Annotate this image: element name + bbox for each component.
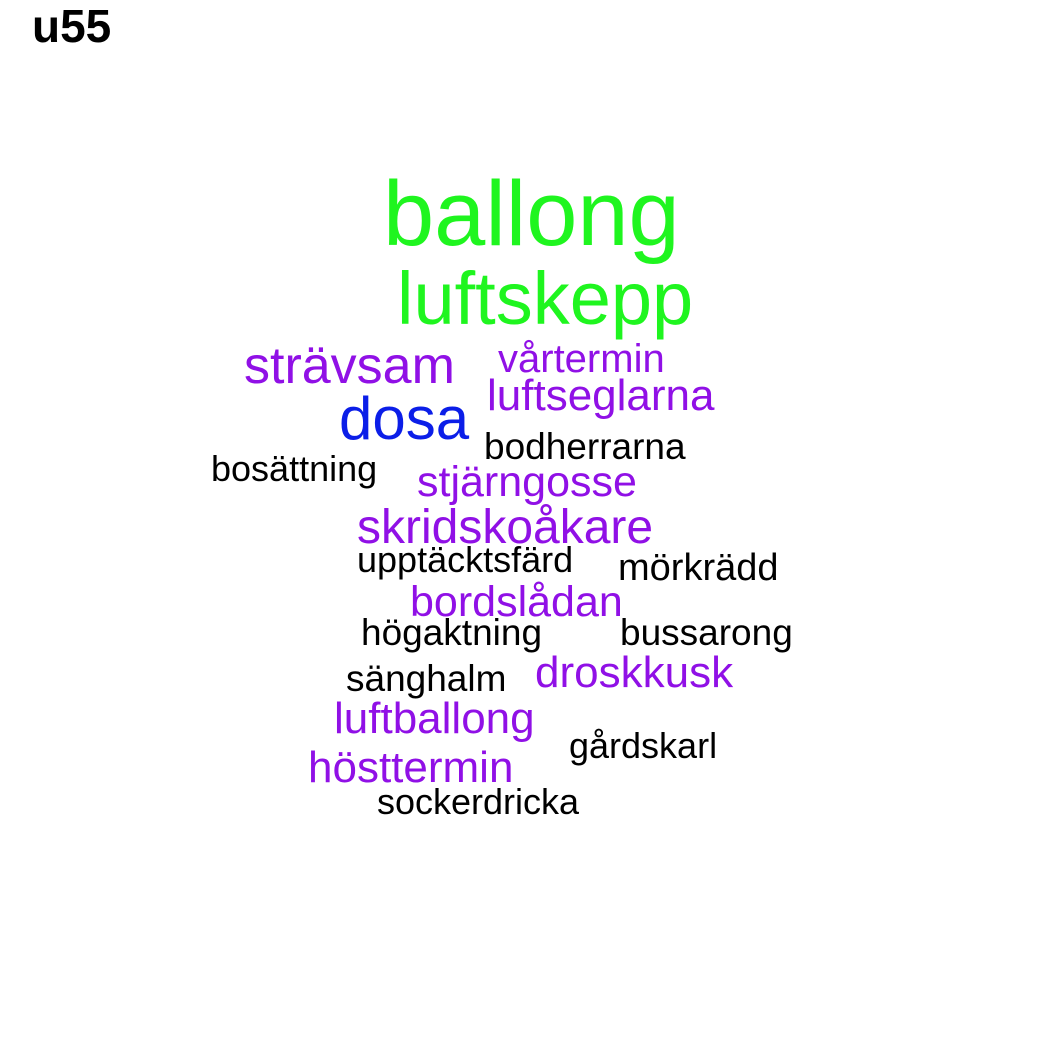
word-stjarngosse: stjärngosse	[417, 458, 637, 506]
word-bodherrarna: bodherrarna	[484, 426, 686, 467]
word-stravsam: strävsam	[244, 337, 455, 395]
word-vartermin: vårtermin	[498, 337, 665, 381]
word-skridskoakare: skridskoåkare	[357, 501, 654, 554]
word-upptacktsfard: upptäcktsfärd	[357, 539, 574, 580]
word-hogaktning: högaktning	[361, 612, 543, 653]
word-bussarong: bussarong	[620, 612, 793, 653]
word-luftseglarna: luftseglarna	[487, 371, 715, 420]
word-bosattning: bosättning	[211, 448, 378, 489]
page-title: u55	[32, 0, 112, 52]
word-gardskarl: gårdskarl	[569, 725, 718, 766]
word-hosttermin: hösttermin	[308, 743, 514, 792]
word-luftballong: luftballong	[334, 694, 535, 743]
word-sockerdricka: sockerdricka	[377, 781, 580, 822]
word-ballong: ballong	[383, 163, 680, 265]
word-sanghalm: sänghalm	[346, 658, 507, 699]
word-luftskepp: luftskepp	[397, 257, 694, 340]
word-dosa: dosa	[339, 385, 470, 452]
word-morkradd: mörkrädd	[618, 547, 779, 589]
word-droskkusk: droskkusk	[535, 648, 734, 697]
word-bordsladan: bordslådan	[410, 578, 623, 626]
